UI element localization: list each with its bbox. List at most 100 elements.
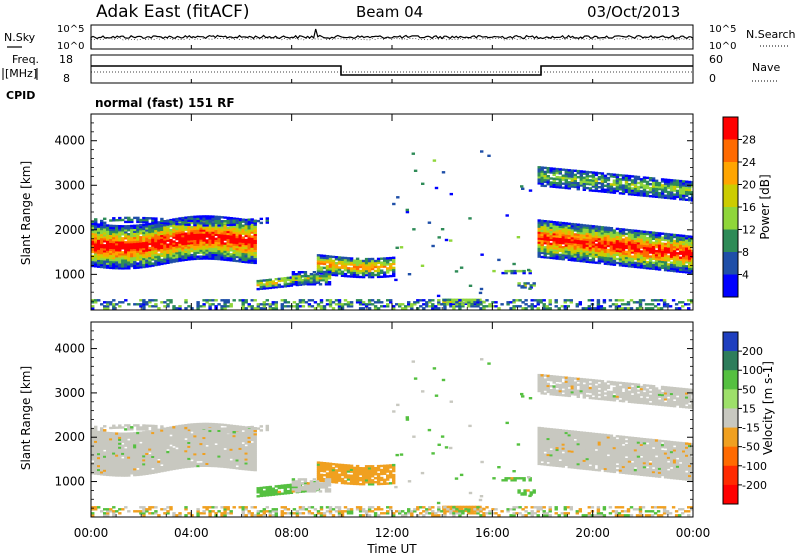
heatmap-cell (688, 245, 692, 248)
heatmap-cell (94, 466, 98, 469)
heatmap-cell (675, 181, 680, 184)
heatmap-cell (148, 254, 152, 258)
heatmap-cell (648, 179, 653, 182)
heatmap-cell (247, 448, 251, 451)
heatmap-cell (136, 433, 140, 437)
heatmap-cell (682, 240, 686, 244)
heatmap-cell (654, 261, 659, 265)
heatmap-cell (199, 464, 203, 467)
heatmap-cell (127, 247, 131, 250)
heatmap-cell (666, 180, 671, 184)
heatmap-cell (205, 243, 209, 246)
heatmap-cell (118, 227, 122, 230)
heatmap-cell (688, 198, 692, 202)
heatmap-cell (169, 247, 173, 250)
heatmap-cell (636, 254, 641, 257)
heatmap-cell (425, 301, 429, 304)
heatmap-cell (247, 436, 251, 439)
heatmap-cell (468, 217, 472, 220)
heatmap-cell (121, 241, 125, 244)
heatmap-cell (124, 225, 128, 228)
heatmap-cell (154, 467, 158, 470)
heatmap-cell (618, 240, 623, 243)
heatmap-cell (358, 299, 363, 302)
heatmap-cell (367, 273, 372, 277)
heatmap-cell (214, 427, 218, 430)
heatmap-cell (585, 178, 590, 182)
heatmap-cell (386, 261, 390, 264)
heatmap-cell (367, 267, 372, 271)
heatmap-cell (579, 257, 584, 261)
heatmap-cell (241, 457, 245, 461)
heatmap-cell (663, 266, 668, 270)
heatmap-cell (627, 174, 632, 178)
heatmap-cell (666, 233, 671, 236)
heatmap-cell (621, 188, 626, 191)
heatmap-cell (196, 422, 200, 426)
heatmap-cell (639, 262, 644, 265)
heatmap-cell (537, 170, 541, 173)
heatmap-cell (91, 242, 95, 246)
heatmap-cell (211, 251, 215, 254)
heatmap-cell (505, 214, 509, 217)
heatmap-cell (603, 230, 608, 233)
heatmap-cell (259, 287, 264, 290)
heatmap-cell (603, 178, 608, 181)
heatmap-cell (312, 281, 317, 284)
heatmap-cell (232, 446, 236, 450)
heatmap-cell (133, 458, 137, 461)
heatmap-cell (235, 435, 239, 438)
heatmap-cell (100, 251, 104, 255)
heatmap-cell (112, 256, 116, 260)
heatmap-cell (262, 285, 267, 288)
heatmap-cell (555, 251, 559, 254)
heatmap-cell (633, 231, 638, 234)
heatmap-cell (118, 257, 122, 260)
heatmap-cell (537, 219, 541, 222)
heatmap-cell (647, 307, 652, 310)
heatmap-cell (205, 224, 209, 227)
heatmap-cell (184, 430, 188, 434)
heatmap-cell (133, 446, 137, 449)
heatmap-cell (160, 450, 164, 453)
heatmap-cell (148, 228, 152, 232)
heatmap-cell (431, 307, 435, 310)
heatmap-cell (633, 175, 638, 178)
heatmap-cell (582, 176, 587, 179)
heatmap-cell (136, 469, 140, 473)
heatmap-cell (196, 452, 200, 456)
heatmap-cell (504, 271, 508, 275)
heatmap-cell (208, 454, 212, 458)
heatmap-cell (127, 462, 131, 465)
heatmap-cell (567, 256, 572, 259)
heatmap-cell (364, 271, 369, 275)
heatmap-cell (130, 462, 134, 465)
heatmap-cell (337, 299, 342, 302)
colorbar-tick-label: 28 (742, 134, 756, 147)
heatmap-cell (172, 443, 176, 447)
heatmap-cell (244, 436, 248, 439)
heatmap-cell (217, 429, 221, 432)
freq-tick-8: 8 (63, 72, 70, 85)
heatmap-cell (226, 216, 230, 220)
heatmap-cell (127, 220, 131, 224)
heatmap-cell (567, 228, 572, 231)
heatmap-cell (199, 429, 203, 432)
heatmap-cell (214, 423, 218, 426)
heatmap-cell (582, 232, 587, 235)
heatmap-cell (163, 467, 167, 470)
heatmap-cell (187, 423, 191, 426)
heatmap-cell (202, 215, 206, 218)
heatmap-cell (540, 227, 544, 231)
heatmap-cell (582, 236, 587, 239)
heatmap-cell (364, 303, 369, 306)
heatmap-cell (220, 437, 224, 440)
heatmap-cell (148, 444, 152, 447)
heatmap-cell (208, 303, 212, 306)
date-title: 03/Oct/2013 (587, 3, 680, 21)
heatmap-cell (223, 234, 227, 237)
heatmap-cell (642, 256, 647, 259)
heatmap-cell (675, 268, 680, 271)
heatmap-cell (118, 259, 122, 262)
heatmap-cell (187, 441, 191, 444)
